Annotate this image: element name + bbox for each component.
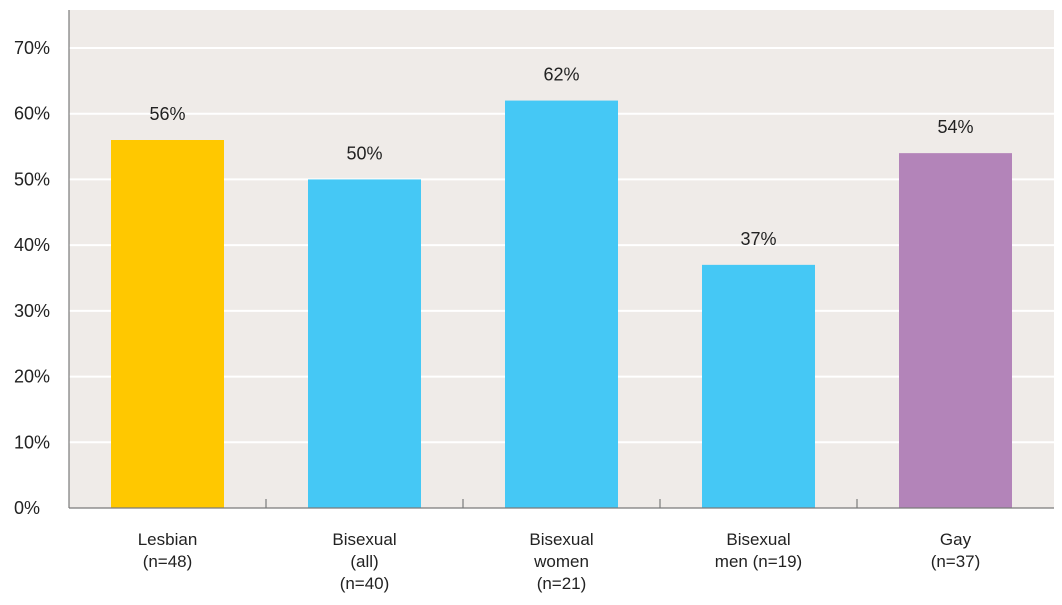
bar — [702, 264, 815, 508]
bar — [308, 179, 421, 508]
y-tick-label: 10% — [14, 432, 50, 452]
category-label: Lesbian — [138, 530, 198, 549]
bar — [505, 100, 618, 509]
data-label: 37% — [740, 229, 776, 249]
category-label: (n=37) — [931, 552, 981, 571]
data-label: 50% — [346, 143, 382, 163]
y-tick-label: 20% — [14, 367, 50, 387]
y-tick-label: 0% — [14, 498, 40, 518]
category-label: Bisexual — [726, 530, 790, 549]
category-label: Bisexual — [529, 530, 593, 549]
category-label: (n=21) — [537, 574, 587, 593]
bar — [899, 153, 1012, 508]
data-label: 54% — [937, 117, 973, 137]
category-label: (all) — [350, 552, 378, 571]
axes — [68, 10, 1054, 509]
y-tick-label: 50% — [14, 169, 50, 189]
category-label: men (n=19) — [715, 552, 802, 571]
category-label: (n=40) — [340, 574, 390, 593]
y-tick-label: 30% — [14, 301, 50, 321]
category-label: (n=48) — [143, 552, 193, 571]
y-tick-label: 70% — [14, 38, 50, 58]
data-label: 56% — [149, 104, 185, 124]
y-tick-label: 60% — [14, 104, 50, 124]
category-label: women — [533, 552, 589, 571]
category-labels: Lesbian (n=48) Bisexual (all) (n=40) Bisexual… — [138, 530, 981, 593]
bar — [111, 140, 224, 508]
data-labels: 56% 50% 62% 37% 54% — [149, 65, 973, 249]
bars — [111, 100, 1012, 509]
y-tick-label: 40% — [14, 235, 50, 255]
y-axis-tick-labels: 0% 10% 20% 30% 40% 50% 60% 70% — [14, 38, 50, 518]
data-label: 62% — [543, 65, 579, 85]
category-label: Bisexual — [332, 530, 396, 549]
category-label: Gay — [940, 530, 972, 549]
